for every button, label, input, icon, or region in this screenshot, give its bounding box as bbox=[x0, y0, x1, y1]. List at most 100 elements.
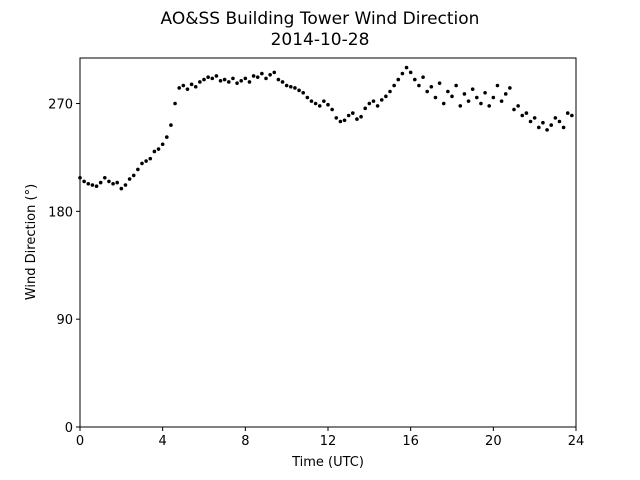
point bbox=[433, 95, 438, 100]
point bbox=[107, 179, 111, 184]
point bbox=[297, 88, 301, 93]
point bbox=[462, 92, 467, 96]
point bbox=[491, 95, 496, 100]
point bbox=[346, 113, 351, 118]
point bbox=[541, 120, 545, 125]
x-tick-label: 24 bbox=[568, 434, 585, 449]
point bbox=[400, 71, 405, 76]
point bbox=[388, 89, 392, 94]
point bbox=[404, 65, 409, 70]
point bbox=[131, 173, 136, 178]
point bbox=[384, 94, 388, 99]
point bbox=[537, 125, 541, 130]
point bbox=[317, 104, 322, 108]
point bbox=[313, 101, 318, 106]
point bbox=[152, 149, 157, 154]
y-tick-label: 90 bbox=[56, 313, 73, 328]
point bbox=[111, 181, 115, 186]
point bbox=[371, 99, 376, 103]
point bbox=[524, 111, 529, 115]
point bbox=[512, 107, 516, 112]
point bbox=[499, 99, 504, 103]
point bbox=[98, 180, 103, 185]
point bbox=[553, 116, 558, 120]
point bbox=[177, 86, 181, 90]
point bbox=[94, 184, 99, 188]
point bbox=[483, 90, 487, 95]
point bbox=[293, 86, 297, 90]
point bbox=[322, 99, 326, 103]
point bbox=[338, 119, 343, 124]
point bbox=[367, 101, 372, 106]
point bbox=[355, 117, 359, 121]
point bbox=[173, 101, 177, 106]
point bbox=[280, 80, 285, 84]
x-tick-label: 12 bbox=[320, 434, 337, 449]
x-axis-label: Time (UTC) bbox=[291, 455, 364, 470]
point bbox=[160, 142, 165, 147]
point bbox=[235, 81, 239, 85]
point bbox=[181, 83, 186, 88]
point bbox=[165, 135, 169, 139]
point bbox=[450, 94, 454, 99]
point bbox=[185, 87, 190, 91]
point bbox=[284, 83, 289, 88]
point bbox=[379, 98, 384, 102]
point bbox=[193, 84, 198, 89]
x-tick-label: 20 bbox=[485, 434, 502, 449]
point bbox=[156, 147, 161, 151]
point bbox=[487, 104, 492, 108]
point bbox=[570, 113, 574, 118]
point bbox=[127, 177, 132, 181]
point bbox=[330, 107, 334, 112]
point bbox=[454, 83, 458, 88]
point bbox=[119, 186, 124, 191]
point bbox=[565, 111, 570, 115]
point bbox=[82, 179, 86, 184]
point bbox=[243, 76, 248, 81]
point bbox=[545, 128, 549, 132]
point bbox=[470, 87, 475, 91]
point bbox=[508, 86, 512, 90]
point bbox=[429, 84, 434, 89]
point bbox=[227, 80, 231, 84]
point bbox=[260, 71, 264, 76]
point bbox=[334, 116, 339, 120]
point bbox=[90, 183, 95, 187]
y-tick-label: 0 bbox=[65, 421, 73, 436]
point bbox=[115, 180, 119, 185]
point bbox=[210, 76, 215, 81]
point bbox=[309, 99, 314, 103]
point bbox=[495, 83, 500, 88]
point bbox=[247, 80, 252, 84]
point bbox=[561, 125, 566, 130]
point bbox=[417, 83, 421, 88]
point bbox=[206, 75, 210, 79]
chart-subtitle: 2014-10-28 bbox=[271, 30, 370, 50]
point bbox=[351, 111, 355, 115]
point bbox=[144, 159, 148, 163]
point bbox=[218, 78, 223, 83]
point bbox=[503, 92, 508, 96]
point bbox=[458, 104, 463, 108]
point bbox=[202, 77, 206, 82]
point bbox=[222, 77, 227, 82]
point bbox=[516, 104, 520, 108]
point bbox=[123, 183, 128, 187]
y-tick-label: 180 bbox=[48, 205, 73, 220]
point bbox=[305, 95, 310, 100]
point bbox=[441, 101, 446, 106]
y-axis-label: Wind Direction (°) bbox=[24, 184, 39, 300]
point bbox=[231, 76, 235, 81]
point bbox=[425, 89, 430, 94]
point bbox=[359, 114, 363, 119]
point bbox=[136, 167, 140, 172]
point bbox=[289, 84, 293, 89]
point bbox=[392, 83, 396, 88]
point bbox=[148, 156, 153, 161]
x-tick-label: 4 bbox=[159, 434, 167, 449]
point bbox=[528, 119, 533, 124]
point bbox=[251, 74, 256, 78]
point bbox=[396, 77, 401, 82]
